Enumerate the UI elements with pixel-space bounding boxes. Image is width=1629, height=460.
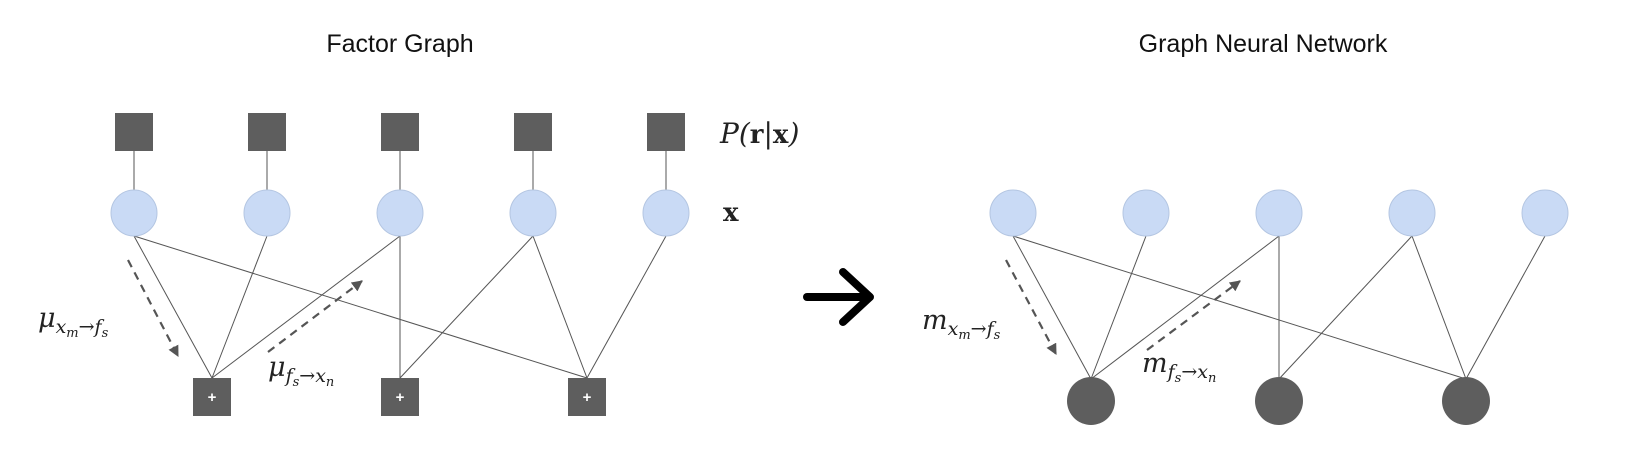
message-arrow-var-to-factor [127,259,179,357]
message-arrow-factor-to-var [1146,280,1241,351]
left-title: Factor Graph [326,30,473,58]
variable-node [1388,189,1436,237]
prior-edges [133,151,667,190]
prior-factor-node [647,113,685,151]
variable-node [1255,189,1303,237]
sum-symbol: + [396,389,405,406]
graph-neural-network: mxm→fs mfs→xn [922,189,1569,425]
message-label-var-to-factor: μxm→fs [38,303,109,341]
sum-symbol: + [208,389,217,406]
prior-factor-node [115,113,153,151]
message-label-factor-to-var: mfs→xn [1142,348,1216,386]
variable-node [642,189,690,237]
variable-node [110,189,158,237]
factor-edges [133,235,667,379]
prior-factor-node [514,113,552,151]
prior-factor-node [381,113,419,151]
variable-node [989,189,1037,237]
message-label-factor-to-var: μfs→xn [268,352,334,390]
sum-factor-node [193,378,231,416]
right-arrow-icon [803,268,874,326]
prior-factor-node [248,113,286,151]
factor-graph: + + + P(r|x) x μxm→fs μfs→xn [38,113,799,416]
variable-label: x [723,198,739,228]
variable-node [509,189,557,237]
variable-node [376,189,424,237]
variable-node [243,189,291,237]
prior-label: P(r|x) [719,117,799,150]
sum-factor-node [568,378,606,416]
aggregation-node [1442,377,1490,425]
message-label-var-to-factor: mxm→fs [922,305,1001,343]
aggregation-node [1255,377,1303,425]
message-arrow-factor-to-var [267,280,363,353]
aggregation-node [1067,377,1115,425]
sum-symbol: + [583,389,592,406]
message-arrow-var-to-factor [1005,259,1057,355]
variable-node [1521,189,1569,237]
gnn-edges [1012,235,1546,380]
right-title: Graph Neural Network [1139,30,1388,58]
variable-node [1122,189,1170,237]
sum-factor-node [381,378,419,416]
